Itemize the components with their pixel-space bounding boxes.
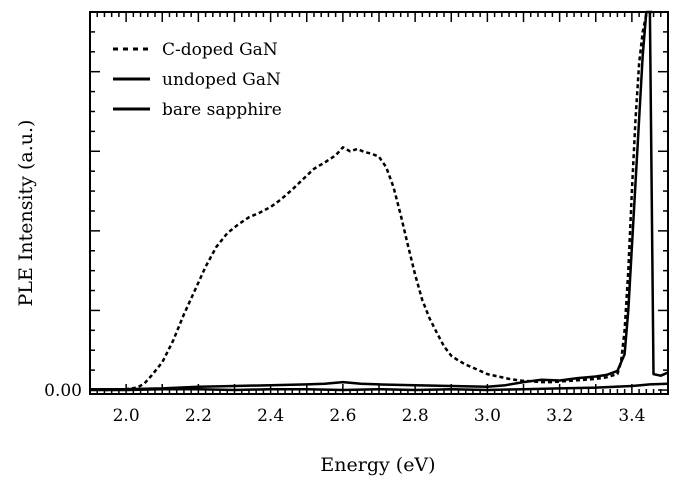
legend-label-sapphire: bare sapphire: [162, 100, 282, 120]
x-tick-label: 2.8: [402, 406, 429, 426]
axes: 2.0 2.2 2.4 2.6 2.8 3.0 3.2 3.4 0.00: [44, 11, 669, 426]
legend: C-doped GaN undoped GaN bare sapphire: [113, 40, 282, 120]
x-tick-label: 3.2: [546, 406, 573, 426]
x-tick-label: 3.0: [474, 406, 501, 426]
series-line-bare-sapphire: [90, 382, 669, 392]
x-tick-label: 2.6: [329, 406, 356, 426]
y-axis-label: PLE Intensity (a.u.): [15, 120, 37, 307]
series-line-c-doped-gan: [89, 10, 654, 392]
x-axis-label: Energy (eV): [320, 454, 435, 476]
x-tick-label: 2.0: [113, 406, 140, 426]
series-group: [89, 10, 669, 392]
legend-label-c-doped: C-doped GaN: [162, 40, 278, 60]
y-tick-label: 0.00: [44, 381, 82, 401]
x-tick-label: 3.4: [618, 406, 645, 426]
x-tick-label: 2.2: [185, 406, 212, 426]
series-line-undoped-gan: [90, 10, 669, 391]
legend-label-undoped: undoped GaN: [162, 70, 281, 90]
x-tick-label: 2.4: [257, 406, 284, 426]
